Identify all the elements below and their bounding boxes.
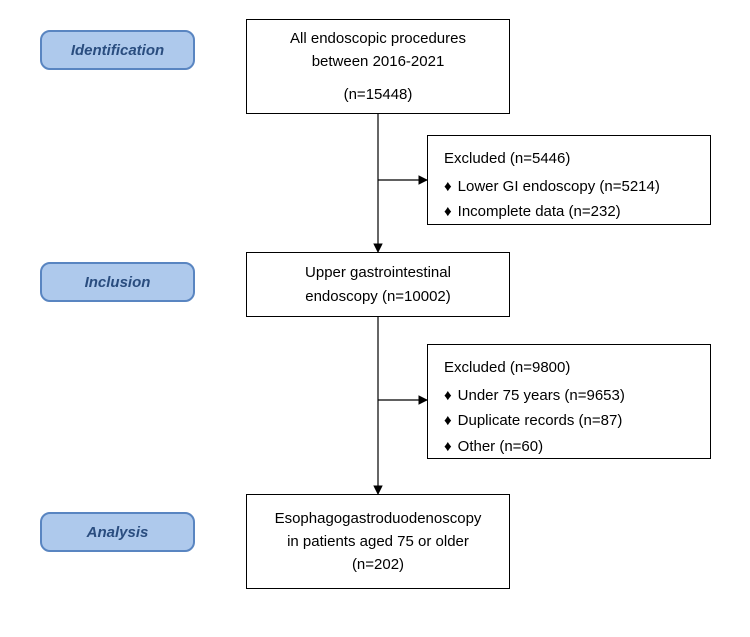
excluded-item: Other (n=60) bbox=[444, 434, 696, 460]
box-excluded-2: Excluded (n=9800)Under 75 years (n=9653)… bbox=[427, 344, 711, 459]
box-line: (n=15448) bbox=[344, 83, 413, 106]
excluded-title: Excluded (n=9800) bbox=[444, 355, 696, 381]
stage-label-identification: Identification bbox=[40, 30, 195, 70]
box-line: in patients aged 75 or older bbox=[287, 530, 469, 553]
box-line: Upper gastrointestinal bbox=[305, 261, 451, 284]
stage-label-text: Analysis bbox=[87, 524, 149, 541]
box-line: Esophagogastroduodenoscopy bbox=[275, 507, 482, 530]
box-line: (n=202) bbox=[352, 553, 404, 576]
box-line: endoscopy (n=10002) bbox=[305, 285, 451, 308]
stage-label-text: Identification bbox=[71, 42, 164, 59]
excluded-item: Duplicate records (n=87) bbox=[444, 408, 696, 434]
box-excluded-1: Excluded (n=5446)Lower GI endoscopy (n=5… bbox=[427, 135, 711, 225]
excluded-item: Incomplete data (n=232) bbox=[444, 199, 696, 225]
stage-label-inclusion: Inclusion bbox=[40, 262, 195, 302]
box-all-procedures: All endoscopic proceduresbetween 2016-20… bbox=[246, 19, 510, 114]
stage-label-text: Inclusion bbox=[85, 274, 151, 291]
stage-label-analysis: Analysis bbox=[40, 512, 195, 552]
excluded-item: Lower GI endoscopy (n=5214) bbox=[444, 174, 696, 200]
box-egd-elderly: Esophagogastroduodenoscopyin patients ag… bbox=[246, 494, 510, 589]
flowchart-canvas: Identification Inclusion Analysis All en… bbox=[0, 0, 750, 637]
box-line bbox=[376, 74, 380, 83]
excluded-list: Under 75 years (n=9653)Duplicate records… bbox=[444, 383, 696, 460]
excluded-list: Lower GI endoscopy (n=5214)Incomplete da… bbox=[444, 174, 696, 225]
excluded-title: Excluded (n=5446) bbox=[444, 146, 696, 172]
box-line: All endoscopic procedures bbox=[290, 27, 466, 50]
box-upper-gi: Upper gastrointestinalendoscopy (n=10002… bbox=[246, 252, 510, 317]
excluded-item: Under 75 years (n=9653) bbox=[444, 383, 696, 409]
